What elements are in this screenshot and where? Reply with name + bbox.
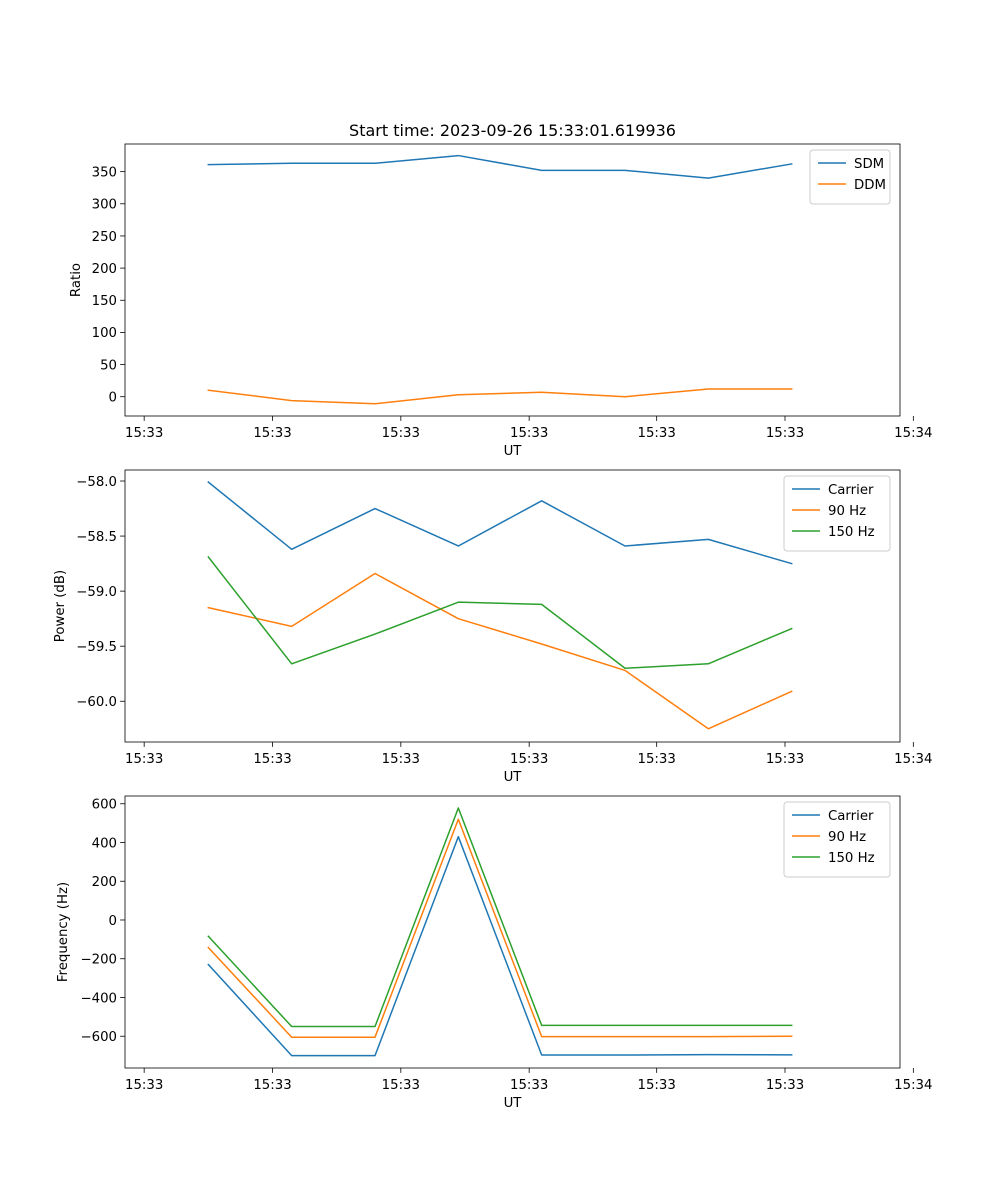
chart-panel-3: 15:33 15:33 15:33 15:33 15:33 15:33 15:34 −600 −… xyxy=(56,795,932,1111)
x-tick-label: 15:33 xyxy=(382,752,420,767)
y-tick-label: −600 xyxy=(80,1030,117,1045)
axes-frame xyxy=(124,143,901,417)
legend-label: 90 Hz xyxy=(828,830,866,845)
axes-frame xyxy=(124,469,901,743)
series-line-150-hz xyxy=(207,807,793,1028)
legend-label: 90 Hz xyxy=(828,504,866,519)
chart-panel-2: 15:33 15:33 15:33 15:33 15:33 15:33 15:34 −60.0… xyxy=(53,469,932,785)
legend-label: Carrier xyxy=(828,483,874,498)
x-tick-label: 15:33 xyxy=(382,1078,420,1093)
legend-box xyxy=(783,801,891,878)
x-tick-label: 15:33 xyxy=(253,426,291,441)
x-axis-label: UT xyxy=(504,770,523,785)
y-tick-label: 400 xyxy=(92,836,117,851)
x-axis-label: UT xyxy=(504,1096,523,1111)
legend-label: SDM xyxy=(854,157,884,172)
legend-box xyxy=(783,475,891,552)
x-tick-label: 15:33 xyxy=(510,1078,548,1093)
x-tick-label: 15:33 xyxy=(125,1078,163,1093)
y-tick-label: −400 xyxy=(80,991,117,1006)
x-tick-label: 15:34 xyxy=(894,426,932,441)
legend-label: Carrier xyxy=(828,809,874,824)
y-tick-label: −200 xyxy=(80,953,117,968)
x-axis-label: UT xyxy=(504,444,523,459)
legend: Carrier 90 Hz 150 Hz xyxy=(783,801,891,878)
y-tick-label: 350 xyxy=(92,165,117,180)
x-tick-label: 15:34 xyxy=(894,1078,932,1093)
series-line-90-hz xyxy=(207,572,793,730)
y-tick-label: 0 xyxy=(109,391,117,406)
y-axis-label: Ratio xyxy=(69,263,84,297)
y-tick-label: 50 xyxy=(100,358,117,373)
series-line-ddm xyxy=(207,388,793,405)
x-tick-label: 15:33 xyxy=(766,752,804,767)
x-tick-label: 15:33 xyxy=(766,426,804,441)
series-line-90-hz xyxy=(207,818,793,1038)
x-tick-label: 15:33 xyxy=(382,426,420,441)
x-tick-label: 15:33 xyxy=(125,426,163,441)
y-tick-label: 0 xyxy=(109,914,117,929)
x-tick-label: 15:34 xyxy=(894,752,932,767)
x-tick-label: 15:33 xyxy=(638,426,676,441)
series-line-150-hz xyxy=(207,555,793,669)
legend-label: 150 Hz xyxy=(828,525,875,540)
y-tick-label: −58.0 xyxy=(76,475,117,490)
y-tick-label: 200 xyxy=(92,262,117,277)
x-tick-label: 15:33 xyxy=(638,752,676,767)
x-tick-label: 15:33 xyxy=(510,752,548,767)
x-tick-label: 15:33 xyxy=(253,752,291,767)
series-line-carrier xyxy=(207,481,793,565)
y-tick-label: −59.0 xyxy=(76,585,117,600)
y-tick-label: 150 xyxy=(92,294,117,309)
series-line-carrier xyxy=(207,835,793,1057)
y-tick-label: 100 xyxy=(92,326,117,341)
y-tick-label: 250 xyxy=(92,230,117,245)
x-tick-label: 15:33 xyxy=(510,426,548,441)
y-tick-label: −60.0 xyxy=(76,695,117,710)
y-tick-label: 200 xyxy=(92,875,117,890)
chart-title: Start time: 2023-09-26 15:33:01.619936 xyxy=(349,121,676,140)
x-tick-label: 15:33 xyxy=(766,1078,804,1093)
legend: Carrier 90 Hz 150 Hz xyxy=(783,475,891,552)
legend-label: 150 Hz xyxy=(828,851,875,866)
y-tick-label: 600 xyxy=(92,798,117,813)
y-axis-label: Frequency (Hz) xyxy=(56,882,71,982)
chart-panel-1: 15:33 15:33 15:33 15:33 15:33 15:33 15:34 0 50 10… xyxy=(69,121,932,459)
series-line-sdm xyxy=(207,154,793,179)
y-tick-label: −59.5 xyxy=(76,640,117,655)
x-tick-label: 15:33 xyxy=(253,1078,291,1093)
axes-frame xyxy=(124,795,901,1069)
y-tick-label: 300 xyxy=(92,198,117,213)
legend: SDM DDM xyxy=(809,149,891,205)
x-tick-label: 15:33 xyxy=(638,1078,676,1093)
x-tick-label: 15:33 xyxy=(125,752,163,767)
y-axis-label: Power (dB) xyxy=(53,570,68,642)
legend-label: DDM xyxy=(854,178,886,193)
y-tick-label: −58.5 xyxy=(76,530,117,545)
